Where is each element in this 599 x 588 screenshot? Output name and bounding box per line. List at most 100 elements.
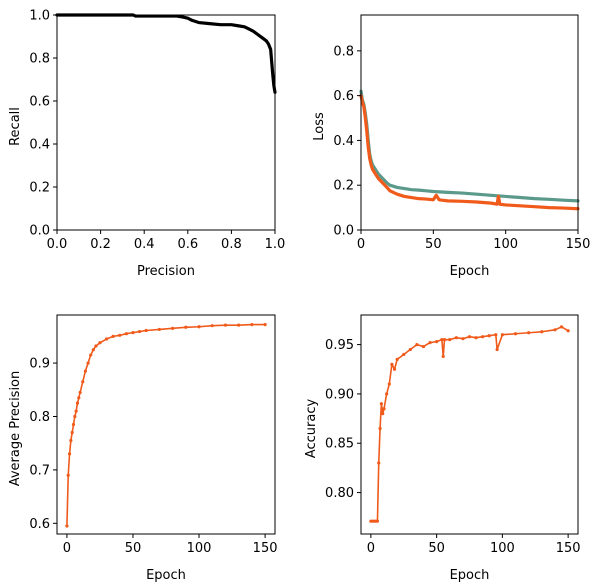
y-tick-label: 0.80 xyxy=(325,486,354,501)
y-tick-label: 0.2 xyxy=(333,179,354,194)
series-point xyxy=(375,519,380,523)
series-point xyxy=(67,452,72,456)
series-point xyxy=(98,341,102,345)
series-point xyxy=(390,362,394,366)
series-point xyxy=(540,330,544,334)
y-tick-label: 0.2 xyxy=(29,181,50,196)
y-tick-label: 0.4 xyxy=(333,134,354,149)
series-point xyxy=(513,332,518,336)
x-tick-label: 150 xyxy=(253,541,278,556)
y-tick-label: 0.9 xyxy=(29,357,50,372)
series-point xyxy=(487,334,491,338)
series-point xyxy=(250,323,254,327)
y-tick-label: 0.8 xyxy=(29,52,50,67)
series-point xyxy=(77,396,81,400)
y-axis-label: Recall xyxy=(8,107,23,146)
series-point xyxy=(435,340,439,344)
series-line-0 xyxy=(359,89,580,203)
x-tick-label: 150 xyxy=(566,237,591,252)
axes-frame xyxy=(360,314,579,535)
series-point xyxy=(65,524,69,528)
x-tick-label: 0.8 xyxy=(221,237,242,252)
series-point xyxy=(440,338,444,342)
series-line-1 xyxy=(359,94,580,211)
series-point xyxy=(559,325,564,329)
average-precision-vs-epoch-panel: 0 50 100 150 0.6 0.7 0.8 0.9 Epoch Average Precis… xyxy=(8,314,278,583)
axes-frame xyxy=(56,14,276,231)
series-point xyxy=(481,335,485,339)
series-point xyxy=(421,344,426,349)
series-point xyxy=(144,328,148,333)
series-point xyxy=(94,344,98,348)
series-point xyxy=(197,325,201,329)
series-point xyxy=(86,361,90,365)
x-tick-label: 150 xyxy=(556,541,581,556)
series-point xyxy=(124,332,128,336)
series-point xyxy=(83,369,88,373)
series-point xyxy=(75,401,80,405)
series-point xyxy=(137,329,142,334)
series-point xyxy=(104,337,109,341)
y-tick-label: 0.0 xyxy=(29,224,50,239)
y-tick-label: 0.0 xyxy=(333,224,354,239)
y-axis-label: Average Precision xyxy=(8,371,23,487)
x-tick-label: 50 xyxy=(428,541,445,556)
x-tick-label: 0.6 xyxy=(177,237,198,252)
series-point xyxy=(73,414,77,419)
recall-vs-precision-panel: 0.0 0.2 0.4 0.6 0.8 1.0 0.0 0.2 0.4 0.6 0.8 1.0 Prec… xyxy=(8,9,285,280)
series-point xyxy=(395,357,399,361)
series-point xyxy=(71,422,76,427)
axes-frame xyxy=(56,314,276,535)
x-tick-label: 0.2 xyxy=(90,237,111,252)
y-tick-label: 0.4 xyxy=(29,138,50,153)
series-point xyxy=(454,336,458,340)
series-line-0 xyxy=(370,326,569,522)
series-point xyxy=(402,352,406,357)
series-point xyxy=(378,426,382,431)
series-point xyxy=(408,347,412,352)
series-point xyxy=(223,323,228,327)
series-point xyxy=(382,407,386,411)
series-point xyxy=(415,342,419,347)
x-axis-label: Epoch xyxy=(450,568,490,583)
y-tick-label: 0.7 xyxy=(29,463,50,478)
series-point xyxy=(69,438,73,443)
series-point xyxy=(74,409,78,413)
series-line-0 xyxy=(55,13,277,95)
y-tick-label: 0.85 xyxy=(325,437,354,452)
x-tick-label: 0.0 xyxy=(47,237,68,252)
series-point xyxy=(495,347,499,352)
series-point xyxy=(494,333,498,337)
series-point xyxy=(70,430,74,435)
series-point xyxy=(392,367,397,371)
y-axis-label: Accuracy xyxy=(304,399,319,459)
y-tick-label: 0.8 xyxy=(29,410,50,425)
series-point xyxy=(81,380,85,384)
series-point xyxy=(500,333,504,337)
x-tick-label: 100 xyxy=(490,541,515,556)
series-point xyxy=(111,334,115,338)
x-axis-label: Precision xyxy=(137,264,195,279)
series-point xyxy=(237,323,241,327)
series-point xyxy=(78,390,82,395)
x-tick-label: 100 xyxy=(493,237,518,252)
series-point xyxy=(66,473,70,477)
y-tick-label: 0.6 xyxy=(29,517,50,532)
series-point xyxy=(385,392,389,396)
x-tick-label: 0.4 xyxy=(134,237,155,252)
series-point xyxy=(210,324,214,328)
series-point xyxy=(527,331,531,335)
y-tick-label: 0.90 xyxy=(325,387,354,402)
y-tick-label: 0.6 xyxy=(29,95,50,110)
series-point xyxy=(553,328,557,332)
axes-frame xyxy=(360,14,579,231)
series-point xyxy=(441,354,445,359)
series-point xyxy=(379,402,383,406)
y-tick-label: 0.95 xyxy=(325,338,354,353)
series-point xyxy=(131,331,135,335)
y-tick-label: 1.0 xyxy=(29,9,50,24)
x-tick-label: 1.0 xyxy=(265,237,286,252)
x-tick-label: 0 xyxy=(63,541,71,556)
series-point xyxy=(448,338,452,342)
